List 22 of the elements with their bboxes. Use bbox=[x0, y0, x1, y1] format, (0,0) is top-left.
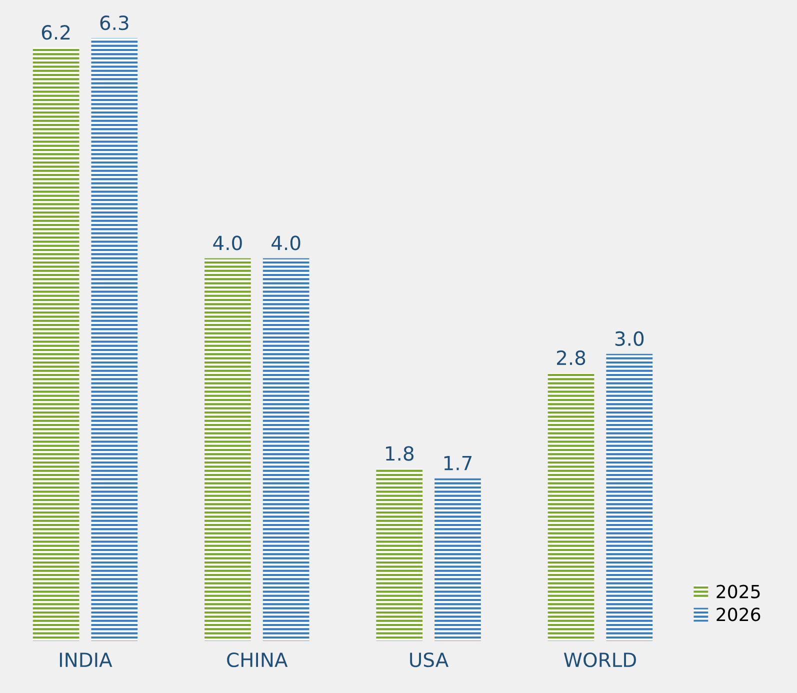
bar bbox=[204, 258, 251, 642]
bar bbox=[32, 48, 80, 642]
data-label: 1.8 bbox=[386, 446, 414, 461]
x-tick-label: INDIA bbox=[60, 652, 112, 667]
bar bbox=[548, 373, 594, 642]
data-label: 2.8 bbox=[556, 350, 586, 366]
data-label: 4.0 bbox=[213, 236, 242, 250]
data-label: 1.7 bbox=[444, 456, 472, 470]
x-tick-label: USA bbox=[410, 652, 448, 668]
legend-label: 2026 bbox=[716, 608, 760, 622]
bar bbox=[606, 354, 653, 642]
bar bbox=[434, 478, 481, 642]
data-label: 3.0 bbox=[615, 331, 644, 346]
legend-label: 2025 bbox=[716, 584, 760, 598]
x-tick-label: WORLD bbox=[564, 652, 636, 668]
data-label: 4.0 bbox=[272, 236, 300, 250]
bar bbox=[91, 38, 138, 642]
bar bbox=[376, 468, 423, 642]
data-label: 6.2 bbox=[42, 25, 70, 40]
bar bbox=[262, 258, 310, 642]
x-tick-label: CHINA bbox=[227, 652, 288, 668]
data-label: 6.3 bbox=[100, 15, 128, 30]
